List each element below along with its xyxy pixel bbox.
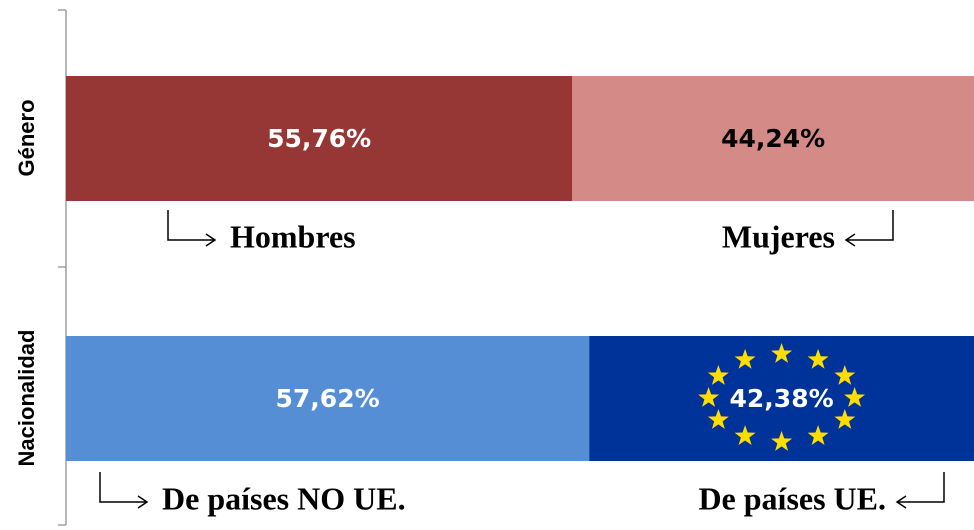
flag-star	[707, 409, 729, 429]
arrow-line	[99, 472, 149, 509]
segment-name: Mujeres	[722, 218, 835, 254]
arrow	[844, 210, 894, 247]
arrow-line	[895, 472, 945, 509]
flag-star	[771, 343, 793, 363]
value-label: 42,38%	[730, 384, 834, 413]
category-label: Género	[14, 99, 39, 176]
flag-star	[707, 365, 729, 385]
arrow	[895, 472, 945, 509]
flag-star	[771, 431, 793, 451]
arrow-line	[167, 210, 217, 247]
category-axis	[58, 9, 67, 526]
flag-star	[834, 365, 856, 385]
flag-star	[698, 387, 720, 407]
flag-star	[834, 409, 856, 429]
bar-segment	[66, 76, 573, 201]
arrow-line	[844, 210, 894, 247]
value-label: 57,62%	[276, 384, 380, 413]
flag-star	[734, 425, 756, 445]
category-label: Nacionalidad	[14, 330, 39, 467]
value-label: 44,24%	[721, 124, 825, 153]
segment-name: De países UE.	[698, 480, 886, 516]
arrow	[167, 210, 217, 247]
flag-star	[844, 387, 866, 407]
value-label: 55,76%	[267, 124, 371, 153]
flag-star	[734, 348, 756, 369]
arrow	[99, 472, 149, 509]
flag-star	[807, 348, 829, 369]
segment-name: Hombres	[230, 218, 356, 254]
flag-star	[807, 425, 829, 445]
segment-name: De países NO UE.	[162, 480, 406, 516]
bar-segment	[572, 76, 974, 201]
bar-segment	[66, 336, 590, 461]
